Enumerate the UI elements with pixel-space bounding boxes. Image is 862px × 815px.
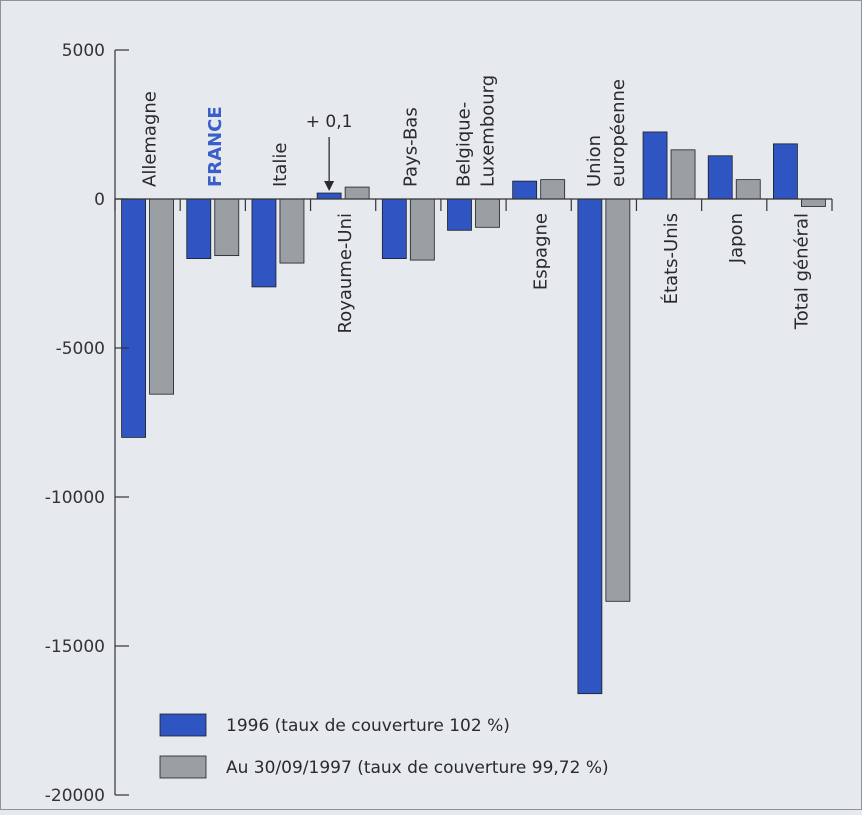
bar-royaume-uni-series-1 bbox=[316, 192, 342, 200]
bar-espagne-series-2 bbox=[540, 179, 566, 200]
category-label-line: Allemagne bbox=[140, 91, 161, 187]
bar-belgique-luxembourg-series-2 bbox=[475, 198, 500, 228]
y-tick-label: -10000 bbox=[45, 488, 105, 508]
category-label-royaume-uni: Royaume-Uni bbox=[335, 213, 356, 334]
bar-belgique-luxembourg-series-1 bbox=[447, 198, 472, 231]
annotation-arrow-head bbox=[324, 181, 335, 192]
category-label-line: Belgique- bbox=[454, 102, 475, 187]
category-label-line: Japon bbox=[726, 213, 747, 264]
category-label-line: Total général bbox=[791, 213, 812, 330]
category-label-pays-bas: Pays-Bas bbox=[400, 107, 421, 187]
y-tick-label: 0 bbox=[94, 190, 105, 210]
bar-japon-series-2 bbox=[735, 179, 761, 200]
legend-label-series-2: Au 30/09/1997 (taux de couverture 99,72 … bbox=[226, 758, 609, 778]
category-label-line: Italie bbox=[270, 143, 291, 187]
bar-france-series-2 bbox=[214, 198, 240, 257]
bar-etats-unis-series-2 bbox=[670, 149, 696, 200]
category-label-line: Pays-Bas bbox=[400, 107, 421, 187]
category-label-etats-unis: États-Unis bbox=[660, 213, 682, 304]
bar-espagne-series-1 bbox=[512, 180, 538, 200]
bar-japon-series-1 bbox=[707, 155, 733, 200]
category-labels-layer: Allemagne FRANCE Italie Royaume-Uni Pays-Bas… bbox=[140, 75, 813, 334]
bar-union-europeenne-series-2 bbox=[605, 198, 631, 602]
category-label-line: Union bbox=[584, 135, 605, 187]
category-label-line: Espagne bbox=[531, 213, 552, 290]
bar-france-series-1 bbox=[186, 198, 212, 259]
annotation-label: + 0,1 bbox=[306, 112, 353, 132]
bar-allemagne-series-1 bbox=[121, 198, 146, 438]
bar-pays-bas-series-1 bbox=[381, 198, 407, 259]
axis-layer: 5000 0 -5000 -10000 -15000 -20000 bbox=[45, 41, 833, 806]
bar-total-general-series-2 bbox=[801, 198, 826, 207]
category-label-allemagne: Allemagne bbox=[140, 91, 161, 187]
bar-royaume-uni-series-2 bbox=[344, 186, 370, 200]
category-label-line: européenne bbox=[608, 79, 629, 187]
category-label-belgique-luxembourg: Belgique- Luxembourg bbox=[454, 75, 499, 187]
category-label-total-general: Total général bbox=[791, 213, 812, 330]
bar-union-europeenne-series-1 bbox=[577, 198, 603, 695]
y-tick-label: -15000 bbox=[45, 637, 105, 657]
bar-allemagne-series-2 bbox=[149, 198, 174, 395]
category-label-union-europeenne: Union européenne bbox=[584, 79, 629, 187]
bar-italie-series-2 bbox=[279, 198, 305, 264]
category-label-line: États-Unis bbox=[660, 213, 682, 304]
legend-swatch-series-2 bbox=[159, 755, 207, 779]
bar-pays-bas-series-2 bbox=[409, 198, 435, 261]
bar-total-general-series-1 bbox=[773, 143, 798, 200]
category-label-line: Luxembourg bbox=[478, 75, 499, 187]
legend-swatch-series-1 bbox=[159, 713, 207, 737]
bar-etats-unis-series-1 bbox=[642, 131, 668, 200]
y-tick-label: -5000 bbox=[56, 339, 105, 359]
category-label-espagne: Espagne bbox=[531, 213, 552, 290]
bar-italie-series-1 bbox=[251, 198, 277, 288]
legend-label-series-1: 1996 (taux de couverture 102 %) bbox=[226, 716, 510, 736]
category-label-france: FRANCE bbox=[205, 106, 226, 187]
category-label-japon: Japon bbox=[726, 213, 747, 264]
legend: 1996 (taux de couverture 102 %) Au 30/09/… bbox=[159, 713, 609, 779]
category-label-italie: Italie bbox=[270, 143, 291, 187]
y-tick-label: -20000 bbox=[45, 786, 105, 806]
category-label-line: Royaume-Uni bbox=[335, 213, 356, 334]
y-tick-label: 5000 bbox=[62, 41, 105, 61]
category-label-line: FRANCE bbox=[205, 106, 226, 187]
